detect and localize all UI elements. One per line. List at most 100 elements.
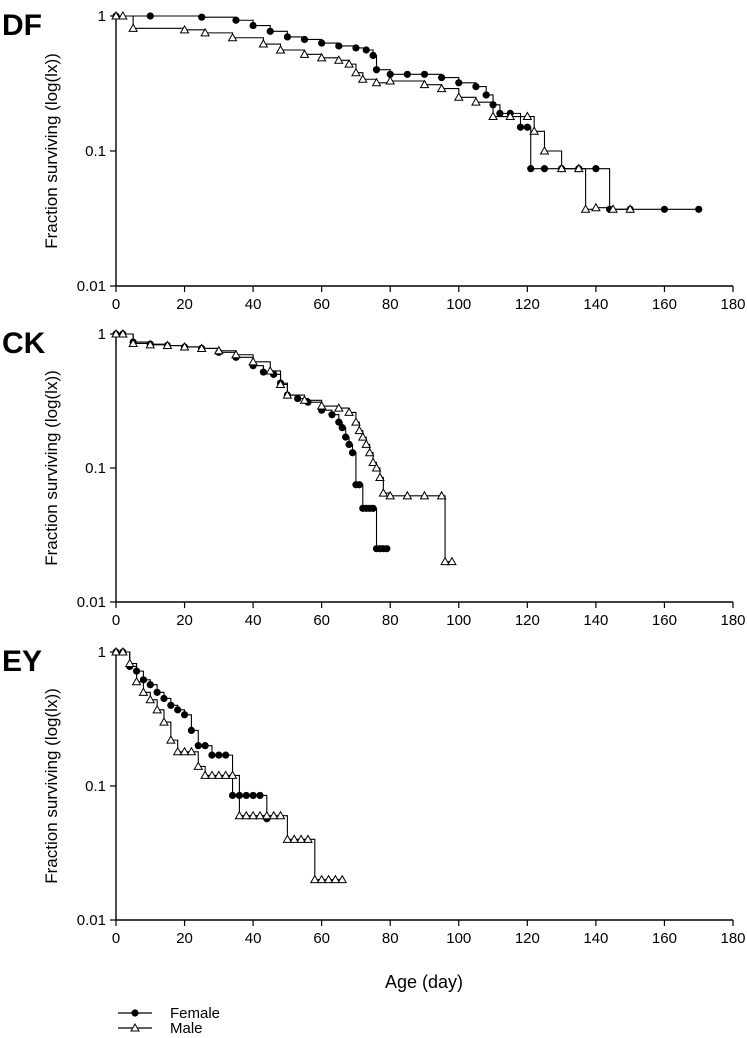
point-ey-male-22 [261,810,272,820]
point-ck-male-19 [357,432,368,441]
point-ck-male-6 [196,343,207,352]
point-ey-male-27 [296,834,306,843]
point-ck-male-24 [375,472,385,481]
legend: Female Male [118,1005,220,1037]
point-df-male-30 [625,204,636,213]
x-tick-label-ey-20: 20 [176,930,193,947]
point-ey-male-30 [316,874,327,884]
x-tick-label-df-40: 40 [245,296,262,313]
chart-panels: DF Fraction surviving (log(lx)) 0 20 40 60 80 1… [2,8,746,947]
point-df-female-6 [283,33,291,41]
point-ck-male-31 [447,556,457,566]
point-ck-male-15 [333,403,344,412]
point-df-female-11 [362,46,370,54]
y-tick-label-ck-1: 0.1 [85,460,106,477]
point-ck-male-11 [275,379,286,388]
y-tick-label-ey-0: 0.01 [77,912,106,929]
point-ey-male-20 [248,810,258,820]
point-ey-female-9 [174,706,182,714]
point-df-male-12 [351,67,361,77]
point-ey-male-15 [213,770,224,779]
point-ck-male-20 [361,439,372,448]
point-ck-male-17 [351,417,361,426]
x-tick-label-ck-100: 100 [446,612,471,629]
point-ey-female-11 [187,726,196,734]
point-df-male-8 [299,49,310,58]
point-df-female-20 [482,91,490,99]
point-df-male-22 [522,111,533,121]
x-tick-label-ck-20: 20 [176,612,193,629]
point-df-female-10 [352,44,360,52]
point-ck-male-14 [316,401,327,410]
point-df-male-28 [591,202,601,212]
point-df-male-18 [453,92,464,101]
point-df-female-30 [592,165,600,173]
point-ey-male-14 [207,770,217,779]
legend-label-male: Male [170,1020,203,1037]
point-df-male-24 [539,145,550,155]
point-ey-male-8 [165,735,176,744]
point-df-male-7 [275,44,286,54]
series-line-df-female [116,15,699,210]
point-df-male-11 [344,59,354,68]
y-axis-label-ck: Fraction surviving (log(lx)) [42,370,61,566]
point-ck-male-2 [128,338,139,347]
point-df-male-16 [419,79,430,89]
x-tick-label-df-60: 60 [313,296,330,313]
point-ck-male-29 [436,490,447,500]
panel-label-df: DF [2,9,42,42]
point-ck-male-16 [344,407,354,416]
point-ck-male-30 [440,556,450,566]
point-ey-male-25 [282,834,293,843]
point-ey-male-7 [159,717,169,726]
x-tick-label-ck-140: 140 [583,612,608,629]
point-ck-male-12 [282,390,293,399]
point-ey-male-9 [172,746,183,756]
point-df-male-1 [117,10,128,20]
x-tick-label-ck-40: 40 [245,612,262,629]
point-ey-female-7 [160,694,168,703]
point-ck-female-17 [328,411,336,419]
point-df-female-14 [386,70,394,78]
point-ck-male-28 [419,490,430,500]
point-ck-male-13 [299,395,310,404]
point-ck-female-20 [342,433,350,441]
point-ck-female-19 [338,424,346,432]
point-ey-male-11 [186,746,197,756]
point-ck-male-21 [364,447,375,457]
x-tick-label-ey-0: 0 [112,930,120,947]
x-axis-label: Age (day) [385,972,463,992]
y-tick-label-df-0: 0.01 [77,278,106,295]
point-ey-male-33 [337,874,348,884]
point-df-female-33 [660,205,669,213]
point-ey-male-5 [145,694,156,704]
point-ey-male-17 [227,770,238,779]
point-df-female-3 [232,16,240,24]
point-df-male-21 [505,111,516,121]
point-df-female-34 [695,205,703,213]
point-df-male-17 [436,83,447,93]
legend-item-male: Male [118,1020,203,1037]
point-ck-female-18 [335,418,343,426]
point-df-male-23 [529,126,540,135]
point-df-male-10 [333,55,344,64]
point-ey-female-6 [153,688,161,696]
point-ck-male-26 [385,490,396,500]
point-ey-female-20 [249,791,257,800]
panel-label-ck: CK [2,327,46,360]
y-tick-label-df-2: 1 [98,8,106,25]
x-tick-label-ey-60: 60 [313,930,330,947]
point-ey-male-21 [255,810,265,820]
x-tick-label-ey-140: 140 [583,930,608,947]
point-df-female-22 [496,109,504,117]
point-df-male-13 [357,74,368,83]
point-df-male-29 [608,204,618,213]
point-df-female-24 [516,123,525,131]
series-line-ck-male [116,333,452,563]
point-ey-female-12 [194,742,202,750]
x-tick-label-df-20: 20 [176,296,193,313]
x-tick-label-ck-0: 0 [112,612,120,629]
x-tick-label-ck-80: 80 [382,612,399,629]
point-ck-male-4 [162,340,173,350]
